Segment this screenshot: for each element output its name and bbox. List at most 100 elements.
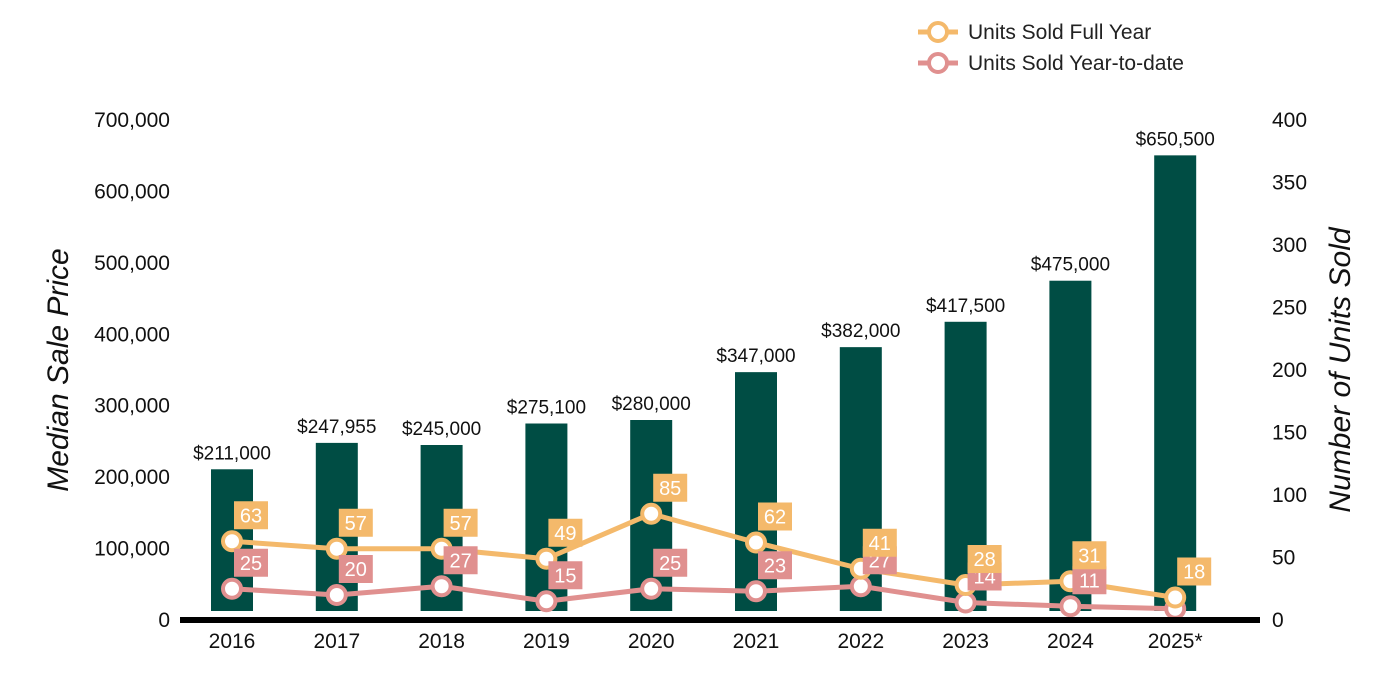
bar-label-2020: $280,000 [612,394,691,415]
x-axis-line [180,617,1260,623]
point-label-ytd-2019: 15 [554,565,576,587]
y-tick-right: 100 [1272,484,1307,507]
y-tick-left: 400,000 [94,323,170,346]
x-tick-2025*: 2025* [1148,630,1203,653]
point-full-year-2025* [1164,586,1187,609]
point-label-ytd-2018: 27 [449,550,471,572]
point-label-full-year-2016: 63 [240,505,262,527]
point-ytd-2019 [535,590,558,613]
y-tick-right: 150 [1272,422,1307,445]
point-label-full-year-2024: 31 [1078,545,1100,567]
y-tick-right: 50 [1272,547,1295,570]
point-full-year-2017 [325,537,348,560]
point-label-bg [653,473,688,502]
y-tick-right: 350 [1272,172,1307,195]
legend-marker [927,21,949,43]
point-ytd-2018 [430,575,453,598]
bar-label-2021: $347,000 [716,346,795,367]
legend-label: Units Sold Full Year [968,21,1151,44]
point-label-bg [758,551,792,580]
bar-label-2024: $475,000 [1031,255,1110,276]
bar-label-2016: $211,000 [193,443,271,464]
bar-label-2018: $245,000 [402,419,481,440]
bar-label-2023: $417,500 [926,296,1005,317]
point-label-ytd-2016: 25 [240,553,262,575]
bar-2025* [1154,155,1197,611]
point-label-full-year-2022: 41 [869,533,891,555]
series-line-ytd [231,583,1176,612]
point-ytd-2017 [325,584,348,606]
point-full-year-2021 [745,531,767,554]
point-label-bg [1177,557,1212,586]
bar-label-2025*: $650,500 [1136,129,1215,150]
point-label-bg [967,545,1002,573]
point-label-bg [338,508,373,537]
point-label-ytd-2024: 11 [1079,570,1100,592]
point-label-bg [653,548,688,577]
point-label-bg [443,508,478,537]
point-label-full-year-2019: 49 [554,523,576,545]
bar-label-2019: $275,100 [507,398,586,419]
x-axis [180,617,1260,623]
y-tick-right: 200 [1272,359,1307,382]
bar-label-2017: $247,955 [297,417,376,438]
y-tick-left: 200,000 [94,466,170,489]
point-label-full-year-2020: 85 [659,478,681,500]
point-label-full-year-2023: 28 [973,549,995,571]
y-tick-left: 500,000 [94,252,170,275]
point-label-bg [443,546,478,575]
y-axis-left: 0 100,000 200,000 300,000 400,000 500,000 600,… [94,109,170,632]
x-tick-2023: 2023 [942,630,989,653]
y-tick-left: 0 [158,609,170,632]
y-tick-right: 0 [1272,609,1284,632]
point-label-bg [1072,566,1107,595]
y-tick-right: 250 [1272,297,1307,320]
series-line-full-year [231,511,1176,600]
y-axis-right: 0 50 100 150 200 250 300 350 400 [1272,109,1307,632]
y-tick-right: 300 [1272,234,1307,257]
point-label-full-year-2018: 57 [449,513,471,535]
point-label-ytd-2020: 25 [659,553,681,575]
y-tick-left: 600,000 [94,180,170,203]
bar-labels: $211,000 $247,955 $245,000 $275,100 $280,000… [193,129,1215,464]
point-ytd-2023 [954,591,977,614]
legend: Units Sold Full Year Units Sold Year-to-d… [918,21,1184,75]
point-label-ytd-2017: 20 [345,559,367,581]
point-label-bg [1072,541,1107,570]
point-label-bg [548,561,583,590]
point-label-full-year-2017: 57 [345,513,367,535]
point-label-bg [548,518,583,547]
point-full-year-2020 [640,502,663,525]
point-ytd-2016 [221,577,243,600]
x-tick-2018: 2018 [418,630,465,653]
x-tick-2022: 2022 [837,630,884,653]
x-tick-2017: 2017 [313,630,360,653]
x-tick-2024: 2024 [1047,630,1094,653]
point-full-year-2016 [221,530,243,553]
y-tick-left: 100,000 [94,538,170,561]
x-tick-2016: 2016 [209,630,256,653]
point-label-bg [234,501,268,530]
y-tick-left: 700,000 [94,109,170,132]
x-tick-2020: 2020 [628,630,675,653]
point-label-ytd-2021: 23 [764,555,786,577]
legend-label: Units Sold Year-to-date [968,52,1184,75]
point-ytd-2024 [1059,595,1082,618]
x-tick-2021: 2021 [733,630,780,653]
bar-label-2022: $382,000 [821,321,900,342]
point-ytd-2021 [745,580,767,603]
point-label-bg [338,555,373,583]
point-label-full-year-2025*: 18 [1183,562,1205,584]
point-label-bg [758,502,792,531]
y-axis-title-right: Number of Units Sold [1324,226,1357,512]
y-axis-title-left: Median Sale Price [42,248,75,491]
point-label-full-year-2021: 62 [764,507,786,529]
x-tick-2019: 2019 [523,630,570,653]
point-ytd-2022 [849,575,872,598]
y-tick-right: 400 [1272,109,1307,132]
y-tick-left: 300,000 [94,395,170,418]
point-label-bg [234,548,268,577]
lines-group [221,502,1187,620]
